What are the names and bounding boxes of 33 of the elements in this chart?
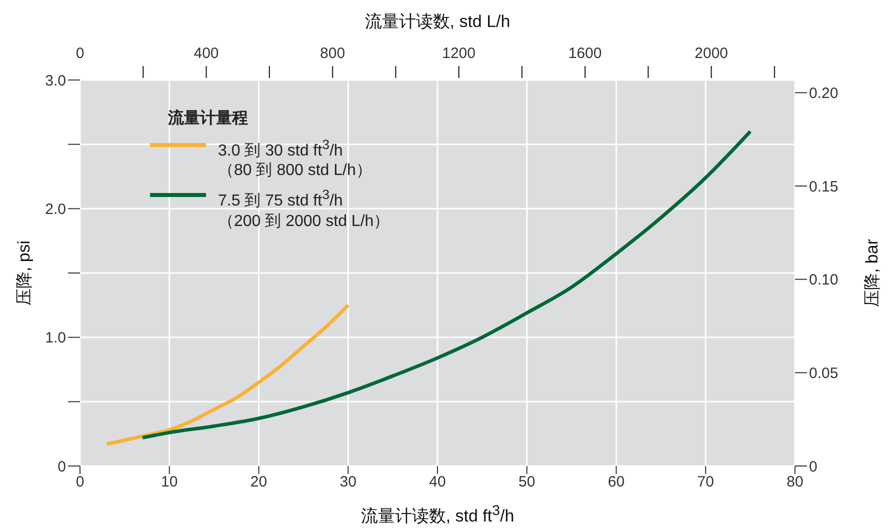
y-tick-label: 1.0 (45, 330, 66, 347)
y2-axis-title: 压降, bar (862, 238, 882, 308)
y2-tick-label: 0.20 (809, 85, 838, 102)
x-tick-label: 80 (786, 474, 804, 491)
x2-tick-label: 800 (320, 45, 346, 62)
x2-tick-label: 0 (76, 45, 84, 62)
x-tick-label: 70 (697, 474, 714, 491)
y-tick-label: 2.0 (45, 200, 66, 218)
y-tick-label: 3.0 (45, 72, 66, 90)
x-tick-label: 10 (161, 474, 178, 491)
legend-title: 流量计量程 (168, 108, 249, 129)
x-tick-label: 30 (340, 474, 356, 491)
line-series (105, 303, 350, 446)
y-axis-title: 压降, psi (14, 240, 34, 306)
y2-tick-label: 0.05 (809, 365, 838, 382)
x-tick-label: 0 (76, 474, 84, 491)
y-tick-label: 0 (58, 458, 66, 476)
y2-tick-label: 0.10 (809, 272, 838, 289)
x-tick-label: 50 (518, 474, 536, 491)
y2-tick-label: 0.15 (809, 178, 838, 196)
x2-tick-label: 400 (194, 45, 219, 62)
x2-tick-label: 1200 (442, 45, 476, 62)
x2-tick-label: 1600 (568, 45, 602, 62)
x-axis-title: 流量计读数, std ft$^{3}$/h (360, 503, 516, 528)
legend-label: 3.0 到 30 std ft$^{3}$/h （80 到 800 std L/h） (218, 136, 372, 182)
x-tick-label: 60 (608, 474, 625, 491)
x-tick-label: 20 (250, 474, 268, 491)
line-series (140, 130, 752, 440)
x-tick-label: 40 (429, 474, 446, 491)
x2-tick-label: 2000 (694, 45, 728, 62)
y2-tick-label: 0 (809, 458, 818, 476)
legend-label: 7.5 到 75 std ft$^{3}$/h （200 到 2000 std L/h） (218, 186, 390, 232)
x2-axis-title: 流量计读数, std L/h (364, 11, 512, 33)
